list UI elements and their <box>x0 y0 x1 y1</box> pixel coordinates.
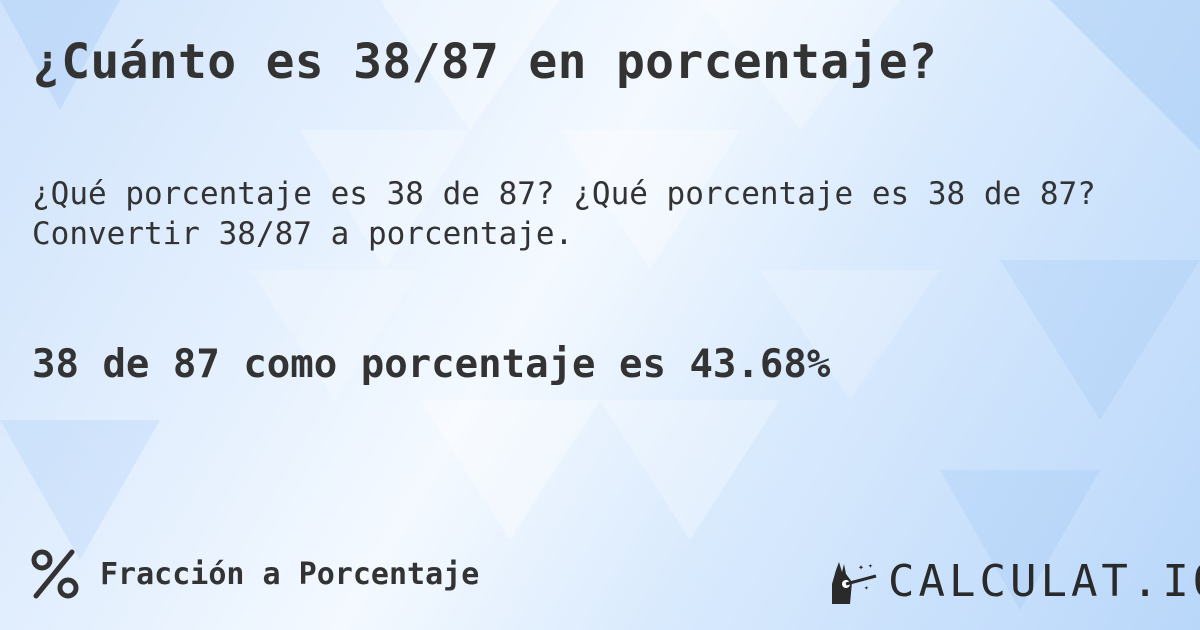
svg-text:✦: ✦ <box>858 562 864 573</box>
category-link[interactable]: Fracción a Porcentaje <box>30 548 479 600</box>
svg-text:✦: ✦ <box>864 583 869 592</box>
category-label: Fracción a Porcentaje <box>100 556 480 592</box>
magic-hand-icon: ✦ ✦ ✦ <box>832 561 877 604</box>
page-title: ¿Cuánto es 38/87 en porcentaje? <box>32 34 938 90</box>
result-text: 38 de 87 como porcentaje es 43.68% <box>32 342 831 387</box>
logo-text: CALCULAT.IO <box>888 556 1200 607</box>
description: ¿Qué porcentaje es 38 de 87? ¿Qué porcen… <box>32 176 1096 252</box>
calculat-logo[interactable]: ✦ ✦ ✦ CALCULAT.IO <box>828 556 1200 607</box>
percent-icon <box>31 549 79 599</box>
svg-text:✦: ✦ <box>868 561 873 570</box>
